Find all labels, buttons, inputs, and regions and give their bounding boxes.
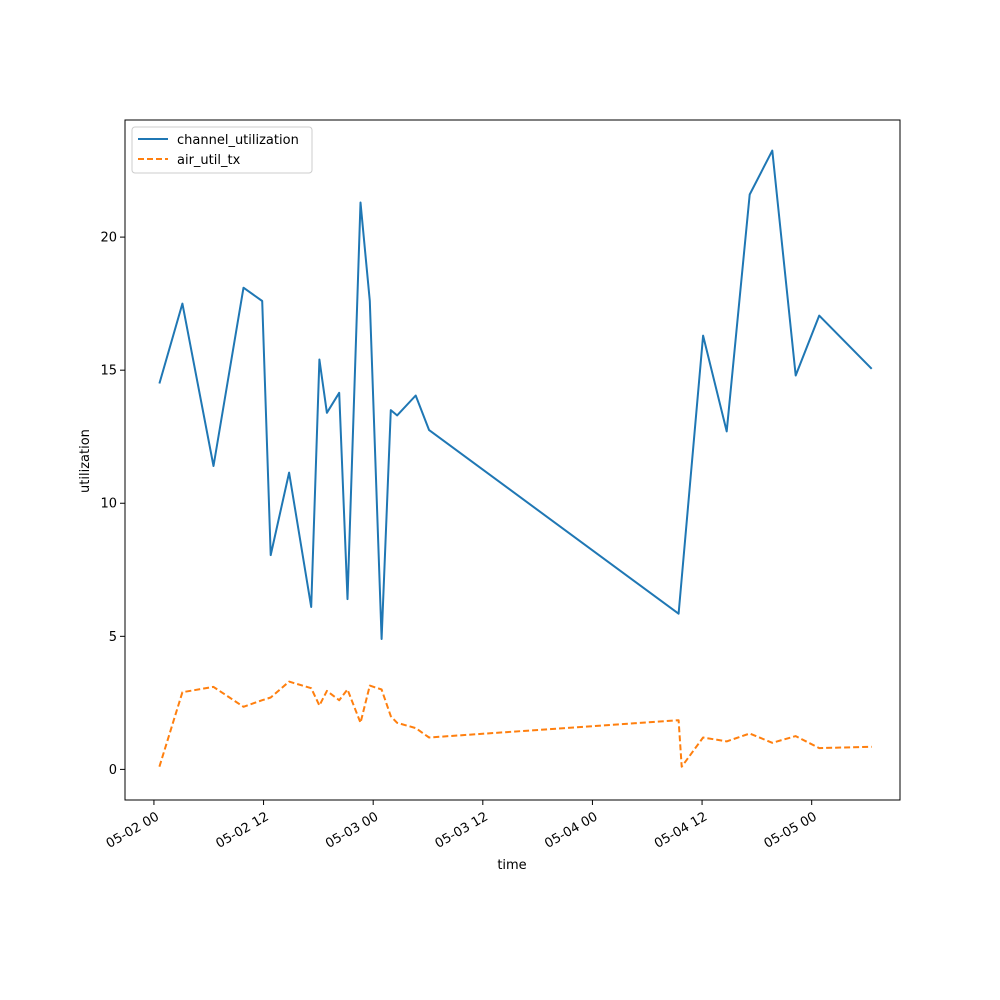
series-layer	[158, 149, 873, 768]
legend-box	[131, 126, 313, 174]
plot-frame	[124, 119, 901, 801]
legend: channel_utilization air_util_tx	[131, 126, 313, 174]
y-tick-label: 5	[109, 630, 117, 645]
y-tick-label: 0	[109, 763, 117, 778]
x-axis-label: time	[497, 858, 526, 873]
legend-label-channel-utilization: channel_utilization	[177, 133, 299, 148]
y-axis-label: utilization	[78, 429, 93, 493]
legend-label-air-util-tx: air_util_tx	[177, 153, 241, 168]
y-tick-label: 20	[100, 231, 117, 246]
series-line-air-util-tx	[158, 680, 872, 768]
y-tick-label: 15	[100, 364, 117, 379]
series-line-channel-utilization	[158, 149, 873, 640]
y-axis: 0 5 10 15 20	[100, 231, 125, 778]
plot-area	[125, 120, 900, 800]
y-tick-label: 10	[100, 497, 117, 512]
